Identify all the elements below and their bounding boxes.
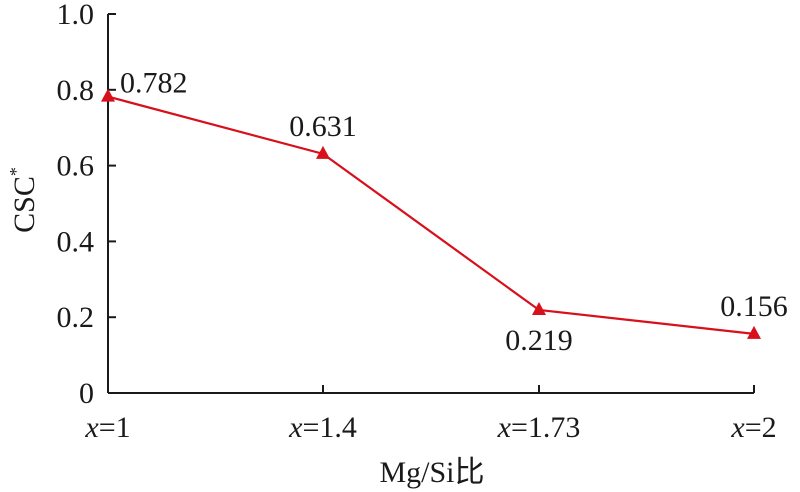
data-label: 0.631 <box>289 110 357 143</box>
x-tick-label: x=1.73 <box>497 411 581 444</box>
x-axis-title: Mg/Si比 <box>379 456 484 489</box>
y-axis-title-superscript: * <box>6 167 26 176</box>
series-line <box>107 95 755 335</box>
x-tick-label: x=1 <box>84 411 130 444</box>
y-tick-label: 0.2 <box>57 301 95 334</box>
data-point-marker <box>101 88 115 102</box>
y-tick-label: 0.4 <box>57 225 95 258</box>
x-tick-label: x=1.4 <box>288 411 357 444</box>
data-point-marker <box>532 301 546 315</box>
x-ticks: x=1 x=1.4 x=1.73 x=2 <box>84 385 777 444</box>
x-tick-label: x=2 <box>730 411 776 444</box>
y-tick-label: 1.0 <box>57 0 95 31</box>
y-tick-label: 0 <box>79 377 94 410</box>
data-label: 0.782 <box>120 67 188 100</box>
data-point-marker <box>747 325 761 339</box>
axes <box>107 14 754 394</box>
svg-text:CSC*: CSC* <box>6 167 41 233</box>
series <box>101 88 761 339</box>
y-tick-label: 0.6 <box>57 150 95 183</box>
data-label: 0.219 <box>505 324 573 357</box>
data-label: 0.156 <box>720 290 788 323</box>
y-ticks: 0 0.2 0.4 0.6 0.8 1.0 <box>57 0 116 410</box>
y-tick-label: 0.8 <box>57 74 95 107</box>
data-point-marker <box>316 145 330 159</box>
data-labels: 0.782 0.631 0.219 0.156 <box>120 67 788 357</box>
y-axis-title: CSC* <box>6 167 41 233</box>
y-axis-title-text: CSC <box>8 176 41 233</box>
